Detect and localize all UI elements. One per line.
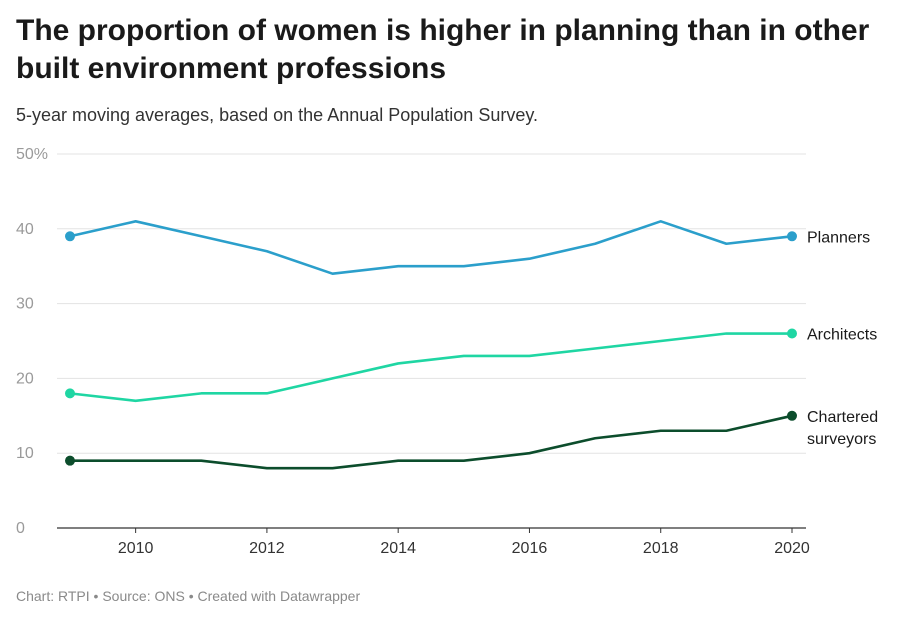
x-tick-label: 2010: [118, 540, 154, 557]
line-chart: 0 10 20 30 40 50% 2010 2012 2014 2016 2018 2020 Pl…: [16, 146, 878, 557]
series-label: Chartered: [807, 409, 878, 426]
y-axis: 0 10 20 30 40 50%: [16, 146, 48, 537]
series-end-markers: [65, 231, 797, 466]
y-tick-label: 10: [16, 445, 34, 462]
series-start-dot: [65, 231, 75, 242]
series-start-dot: [65, 388, 75, 399]
y-tick-label: 30: [16, 296, 34, 313]
chart-title: The proportion of women is higher in pla…: [16, 14, 870, 85]
x-tick-label: 2012: [249, 540, 285, 557]
series-lines: [68, 220, 794, 470]
series-end-dot: [787, 231, 797, 242]
series-start-dot: [65, 455, 75, 466]
series-end-dot: [787, 410, 797, 421]
series-line-architects: [68, 332, 794, 403]
x-axis: 2010 2012 2014 2016 2018 2020: [118, 528, 810, 557]
y-tick-label: 40: [16, 221, 34, 238]
series-label: surveyors: [807, 431, 876, 448]
gridlines: [57, 153, 806, 529]
x-tick-label: 2020: [774, 540, 810, 557]
series-end-dot: [787, 328, 797, 339]
x-tick-label: 2014: [380, 540, 416, 557]
y-tick-label: 20: [16, 370, 34, 387]
series-line-chartered-surveyors: [68, 414, 794, 470]
series-label: Architects: [807, 327, 877, 344]
x-tick-label: 2018: [643, 540, 679, 557]
series-line-planners: [68, 220, 794, 275]
series-label: Planners: [807, 229, 870, 246]
chart-credit: Chart: RTPI • Source: ONS • Created with…: [16, 588, 361, 604]
y-tick-label: 50%: [16, 146, 48, 163]
chart-subtitle: 5-year moving averages, based on the Ann…: [16, 105, 538, 125]
series-labels: Planners Architects Chartered surveyors: [807, 229, 878, 448]
y-tick-label: 0: [16, 520, 25, 537]
x-tick-label: 2016: [512, 540, 548, 557]
